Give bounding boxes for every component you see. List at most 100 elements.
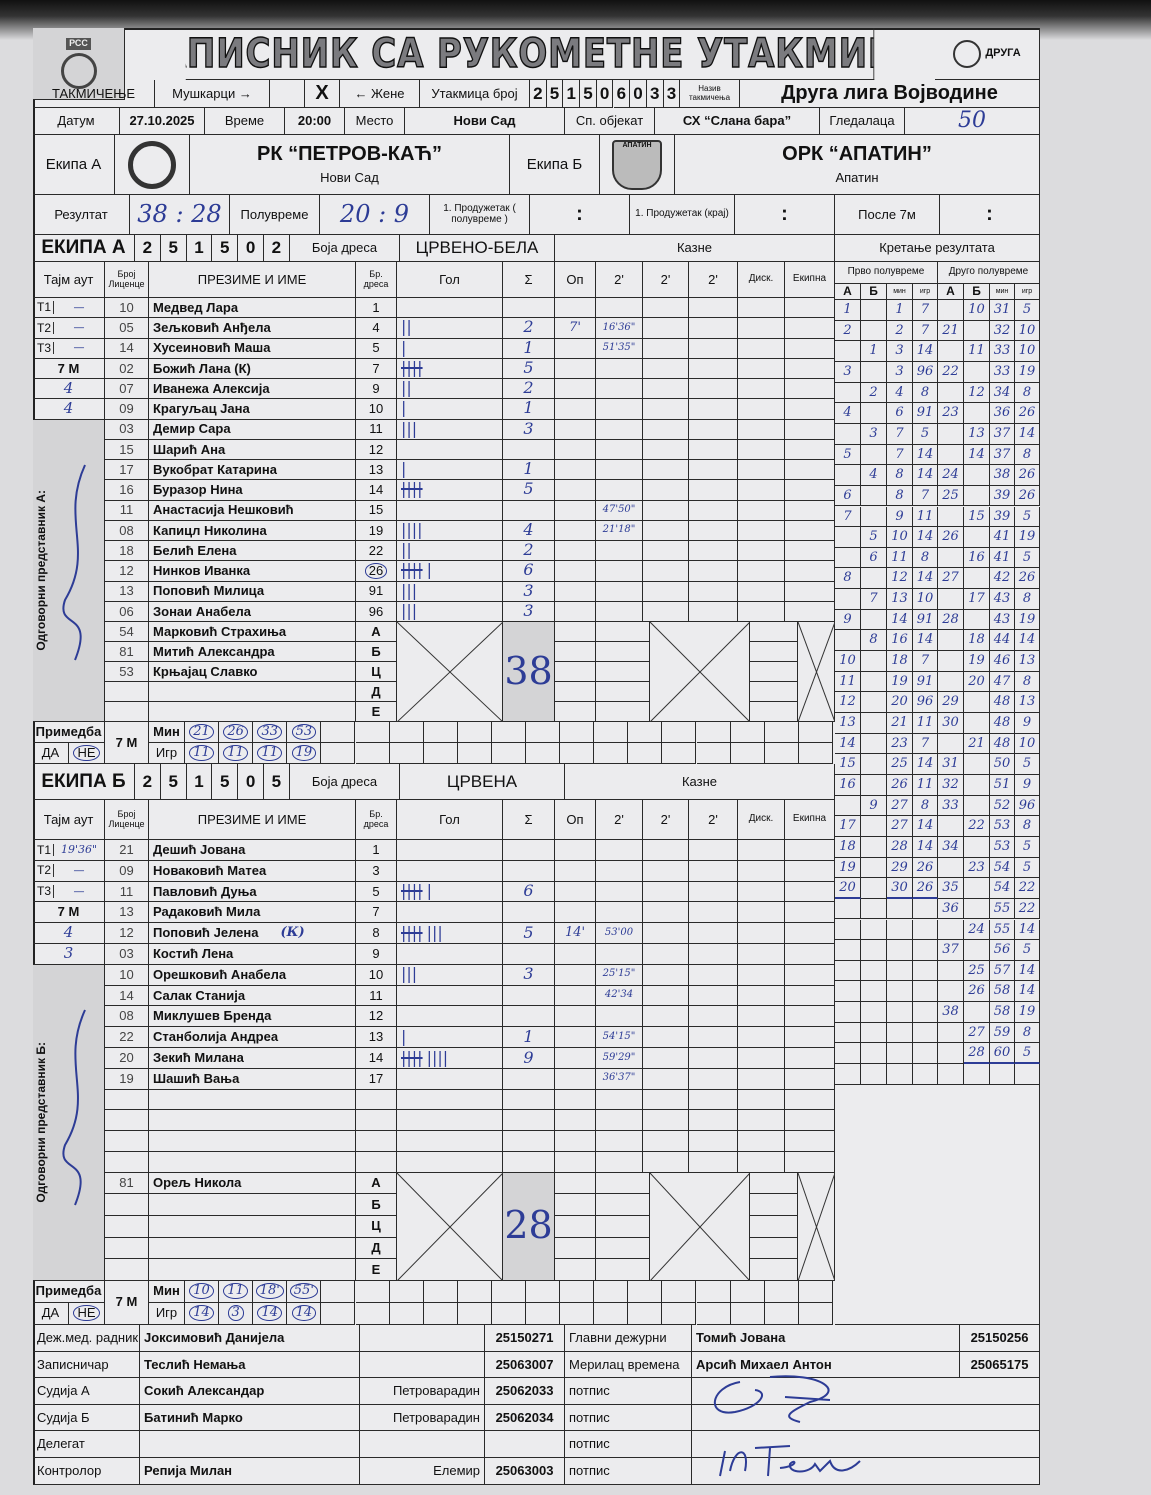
player-suspension[interactable]	[689, 923, 738, 944]
player-disqualification[interactable]	[738, 881, 785, 903]
player-goal-sum[interactable]: 1	[503, 460, 555, 481]
player-suspension[interactable]	[596, 541, 643, 562]
seven-m-minute[interactable]	[628, 722, 663, 743]
player-warning[interactable]	[555, 419, 596, 440]
player-team-penalty[interactable]	[785, 1027, 835, 1048]
official-suspension[interactable]	[596, 1237, 650, 1260]
seven-m-minute[interactable]: 33	[253, 722, 288, 743]
remark-yes[interactable]: ДА	[33, 1302, 69, 1325]
player-suspension[interactable]: 59'29"	[596, 1048, 643, 1069]
player-suspension[interactable]: 42'34	[596, 985, 643, 1007]
player-suspension[interactable]	[643, 561, 689, 582]
player-suspension[interactable]	[643, 500, 689, 521]
seven-m-player[interactable]: 11	[253, 743, 288, 764]
seven-m-player[interactable]	[594, 743, 629, 764]
player-cell[interactable]	[596, 1131, 643, 1152]
player-suspension[interactable]	[689, 1048, 738, 1069]
player-disqualification[interactable]	[738, 944, 785, 965]
player-goal-sum[interactable]: 3	[503, 581, 555, 602]
seven-m-minute[interactable]	[491, 722, 526, 743]
player-team-penalty[interactable]	[785, 1006, 835, 1028]
player-warning[interactable]	[555, 1027, 596, 1048]
player-goal-sum[interactable]: 5	[503, 480, 555, 501]
official-disq[interactable]	[750, 622, 798, 642]
official-warning[interactable]	[555, 1194, 596, 1216]
player-suspension[interactable]	[643, 881, 689, 903]
player-cell[interactable]	[785, 1152, 835, 1173]
official-warning[interactable]	[555, 1216, 596, 1238]
player-goal-tally[interactable]: |||| |	[397, 881, 503, 903]
official-suspension[interactable]	[596, 1216, 650, 1238]
player-suspension[interactable]	[643, 985, 689, 1007]
seven-m-player[interactable]	[423, 743, 458, 764]
player-goal-sum[interactable]	[503, 439, 555, 460]
player-cell[interactable]	[596, 1152, 643, 1173]
player-cell[interactable]	[356, 1110, 397, 1132]
player-cell[interactable]	[105, 1089, 149, 1111]
player-cell[interactable]	[643, 1089, 689, 1111]
seven-m-player[interactable]	[526, 743, 561, 764]
player-suspension[interactable]	[643, 964, 689, 986]
player-team-penalty[interactable]	[785, 379, 835, 400]
official-warning[interactable]	[555, 622, 596, 642]
player-suspension[interactable]	[689, 419, 738, 440]
player-suspension[interactable]	[596, 358, 643, 379]
seven-m-minute[interactable]	[764, 1280, 799, 1303]
seven-m-minute[interactable]	[696, 1280, 731, 1303]
seven-m-player[interactable]: 3	[219, 1302, 254, 1325]
player-cell[interactable]	[689, 1110, 738, 1132]
player-goal-tally[interactable]: |||	[397, 601, 503, 622]
player-goal-sum[interactable]: 1	[503, 399, 555, 420]
player-goal-tally[interactable]	[397, 1006, 503, 1028]
player-warning[interactable]	[555, 500, 596, 521]
seven-m-player[interactable]	[321, 743, 356, 764]
official-suspension[interactable]	[596, 642, 650, 662]
player-suspension[interactable]	[689, 964, 738, 986]
official-warning[interactable]	[555, 702, 596, 722]
player-cell[interactable]	[738, 1131, 785, 1152]
player-goal-tally[interactable]: |	[397, 399, 503, 420]
player-suspension[interactable]	[596, 419, 643, 440]
seven-m-player[interactable]: 14	[185, 1302, 220, 1325]
official-warning[interactable]	[555, 662, 596, 682]
player-goal-tally[interactable]: |||	[397, 581, 503, 602]
seven-m-player[interactable]	[526, 1302, 561, 1325]
seven-m-player[interactable]	[389, 743, 424, 764]
seven-m-minute[interactable]	[355, 1280, 390, 1303]
player-disqualification[interactable]	[738, 840, 785, 861]
player-disqualification[interactable]	[738, 860, 785, 882]
player-suspension[interactable]	[643, 298, 689, 319]
player-warning[interactable]	[555, 860, 596, 882]
seven-m-minute[interactable]: 10	[185, 1280, 220, 1303]
player-warning[interactable]: 14'	[555, 923, 596, 944]
player-goal-sum[interactable]	[503, 902, 555, 924]
player-goal-tally[interactable]	[397, 944, 503, 965]
player-suspension[interactable]	[643, 1068, 689, 1090]
player-goal-sum[interactable]: 1	[503, 338, 555, 359]
seven-m-player[interactable]	[764, 1302, 799, 1325]
player-disqualification[interactable]	[738, 1068, 785, 1090]
player-suspension[interactable]	[596, 439, 643, 460]
player-goal-sum[interactable]: 5	[503, 358, 555, 379]
player-disqualification[interactable]	[738, 419, 785, 440]
player-goal-sum[interactable]: 6	[503, 561, 555, 582]
player-goal-sum[interactable]	[503, 944, 555, 965]
player-goal-sum[interactable]: 4	[503, 520, 555, 541]
seven-m-minute[interactable]	[798, 1280, 833, 1303]
player-goal-tally[interactable]: |	[397, 460, 503, 481]
player-suspension[interactable]	[689, 581, 738, 602]
player-team-penalty[interactable]	[785, 460, 835, 481]
official-disq[interactable]	[750, 702, 798, 722]
player-warning[interactable]	[555, 460, 596, 481]
seven-m-player[interactable]: 14	[287, 1302, 322, 1325]
player-cell[interactable]	[503, 1152, 555, 1173]
player-goal-tally[interactable]	[397, 985, 503, 1007]
player-cell[interactable]	[397, 1152, 503, 1173]
seven-m-minute[interactable]	[798, 722, 833, 743]
seven-m-minute[interactable]	[321, 1280, 356, 1303]
official-disq[interactable]	[750, 1216, 798, 1238]
seven-m-player[interactable]	[696, 743, 731, 764]
player-goal-tally[interactable]	[397, 1068, 503, 1090]
player-goal-sum[interactable]	[503, 1068, 555, 1090]
seven-m-minute[interactable]	[662, 1280, 697, 1303]
